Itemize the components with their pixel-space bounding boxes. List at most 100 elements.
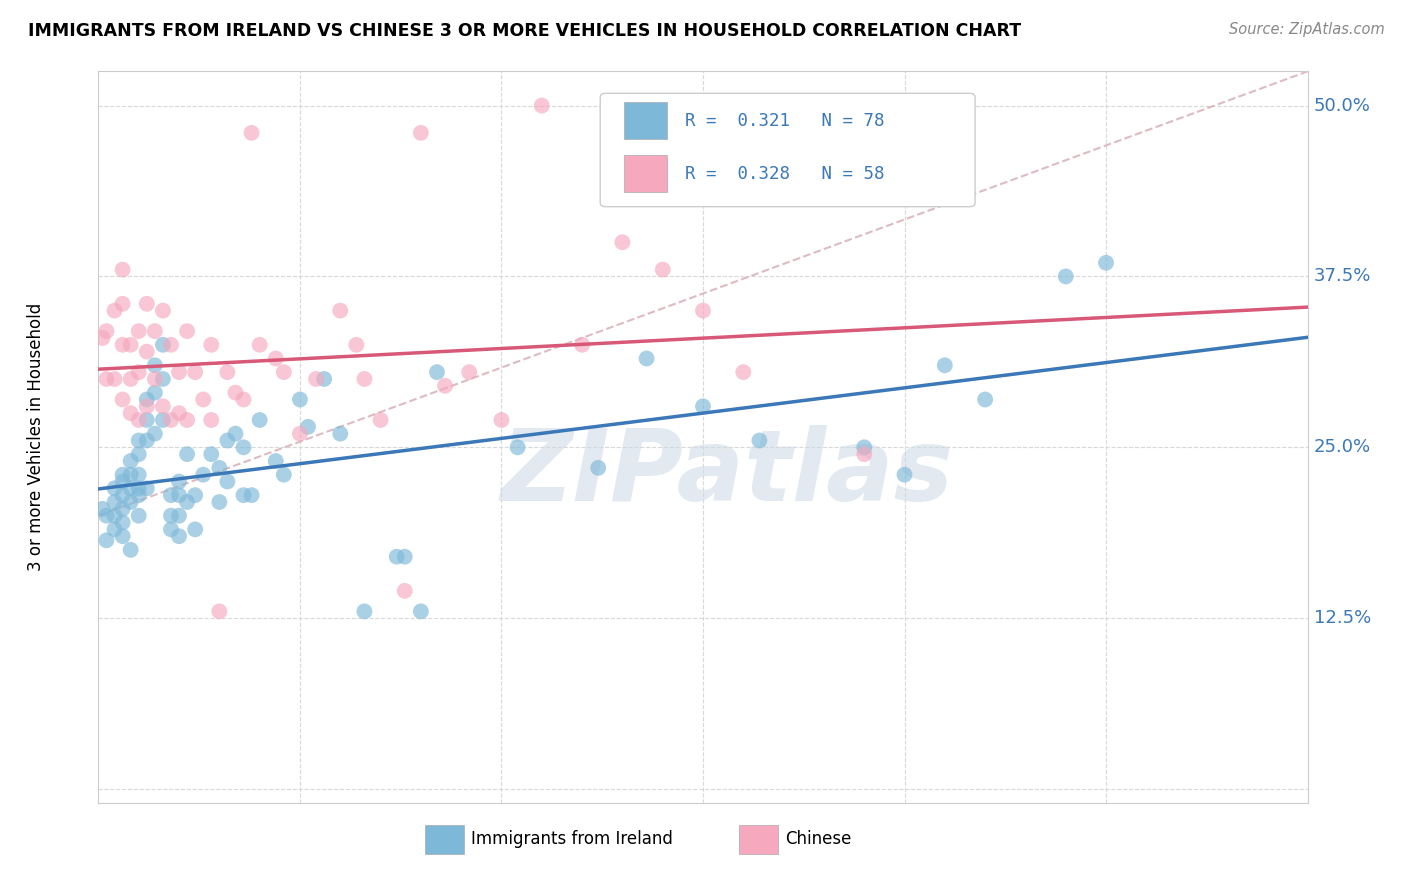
Point (184, 488, 207, 502)
Point (370, 413, 392, 427)
Point (217, 434, 239, 448)
Point (193, 392, 215, 407)
Point (128, 365, 150, 379)
Point (96, 533, 118, 548)
Point (571, 338, 593, 352)
Point (692, 303, 714, 318)
Point (974, 392, 997, 407)
Point (103, 522, 125, 536)
Text: Immigrants from Ireland: Immigrants from Ireland (471, 830, 672, 848)
Point (111, 297, 134, 311)
Point (853, 440, 876, 454)
Point (273, 467, 295, 482)
Point (344, 338, 367, 352)
Point (160, 488, 183, 502)
Point (167, 529, 190, 543)
FancyBboxPatch shape (740, 825, 778, 854)
Point (240, 126, 263, 140)
Point (273, 365, 295, 379)
Point (217, 365, 239, 379)
Point (651, 262, 673, 277)
Point (224, 426, 246, 441)
Point (394, 549, 416, 564)
Point (120, 406, 142, 420)
Point (288, 392, 311, 407)
Point (200, 338, 222, 352)
Point (586, 460, 609, 475)
Point (91, 331, 114, 345)
Point (305, 372, 328, 386)
Point (128, 447, 150, 461)
FancyBboxPatch shape (600, 94, 976, 207)
Point (111, 467, 134, 482)
Text: 37.5%: 37.5% (1313, 268, 1371, 285)
Point (208, 460, 231, 475)
FancyBboxPatch shape (624, 103, 666, 139)
Point (111, 501, 134, 516)
Point (128, 324, 150, 338)
Point (160, 508, 183, 523)
Point (128, 488, 150, 502)
Point (249, 338, 271, 352)
Point (128, 434, 150, 448)
Point (217, 475, 239, 489)
Point (200, 447, 222, 461)
Point (329, 303, 352, 318)
Point (103, 508, 125, 523)
Point (409, 604, 432, 618)
Point (103, 481, 125, 495)
Text: 12.5%: 12.5% (1313, 609, 1371, 627)
Point (111, 392, 134, 407)
Point (288, 426, 311, 441)
Point (733, 365, 755, 379)
Point (135, 413, 157, 427)
Point (128, 481, 150, 495)
Point (111, 475, 134, 489)
Point (120, 481, 142, 495)
Point (111, 529, 134, 543)
Text: Chinese: Chinese (785, 830, 852, 848)
Point (176, 447, 198, 461)
Point (409, 126, 432, 140)
Point (135, 434, 157, 448)
Point (120, 542, 142, 557)
Point (152, 400, 174, 414)
Point (152, 413, 174, 427)
Point (208, 495, 231, 509)
Point (934, 359, 956, 373)
Point (458, 365, 481, 379)
Point (200, 413, 222, 427)
Point (143, 359, 166, 373)
Point (103, 495, 125, 509)
Point (128, 413, 150, 427)
Point (143, 426, 166, 441)
Point (167, 488, 190, 502)
Point (314, 372, 336, 386)
Point (232, 488, 254, 502)
Point (120, 454, 142, 468)
Point (135, 400, 157, 414)
Point (176, 413, 198, 427)
Point (111, 488, 134, 502)
Point (853, 447, 876, 461)
Point (434, 379, 457, 393)
Point (426, 365, 449, 379)
Point (893, 467, 915, 482)
Point (167, 475, 190, 489)
Text: R =  0.321   N = 78: R = 0.321 N = 78 (685, 112, 884, 129)
Point (135, 344, 157, 359)
Text: Source: ZipAtlas.com: Source: ZipAtlas.com (1229, 22, 1385, 37)
Point (167, 508, 190, 523)
Point (96, 372, 118, 386)
Point (152, 372, 174, 386)
FancyBboxPatch shape (624, 155, 666, 192)
Point (167, 365, 190, 379)
Point (491, 413, 513, 427)
Point (264, 454, 287, 468)
Point (152, 338, 174, 352)
Point (329, 426, 352, 441)
Point (160, 522, 183, 536)
Point (612, 235, 634, 250)
Point (506, 440, 529, 454)
Point (96, 508, 118, 523)
